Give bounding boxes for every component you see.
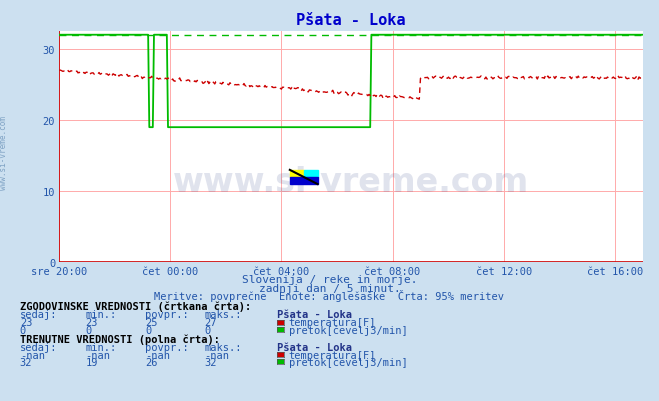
Text: 0: 0	[86, 325, 92, 335]
Title: Pšata - Loka: Pšata - Loka	[296, 13, 406, 28]
Text: temperatura[F]: temperatura[F]	[289, 350, 376, 360]
Text: povpr.:: povpr.:	[145, 310, 188, 320]
Text: temperatura[F]: temperatura[F]	[289, 318, 376, 328]
Text: 32: 32	[204, 357, 217, 367]
Text: -nan: -nan	[145, 350, 170, 360]
Text: 27: 27	[204, 318, 217, 328]
Bar	[290, 178, 318, 184]
Text: -nan: -nan	[20, 350, 45, 360]
Text: ZGODOVINSKE VREDNOSTI (črtkana črta):: ZGODOVINSKE VREDNOSTI (črtkana črta):	[20, 301, 251, 312]
Text: 26: 26	[145, 357, 158, 367]
Text: 23: 23	[86, 318, 98, 328]
Text: 0: 0	[204, 325, 210, 335]
Text: TRENUTNE VREDNOSTI (polna črta):: TRENUTNE VREDNOSTI (polna črta):	[20, 333, 219, 344]
Text: min.:: min.:	[86, 310, 117, 320]
Text: 0: 0	[145, 325, 151, 335]
Text: Pšata - Loka: Pšata - Loka	[277, 342, 352, 352]
Text: sedaj:: sedaj:	[20, 310, 57, 320]
Text: Slovenija / reke in morje.: Slovenija / reke in morje.	[242, 275, 417, 285]
Text: www.si-vreme.com: www.si-vreme.com	[173, 166, 529, 198]
Text: 32: 32	[20, 357, 32, 367]
Bar	[304, 170, 318, 178]
Text: www.si-vreme.com: www.si-vreme.com	[0, 115, 8, 189]
Text: povpr.:: povpr.:	[145, 342, 188, 352]
Text: pretok[čevelj3/min]: pretok[čevelj3/min]	[289, 324, 407, 335]
Text: zadnji dan / 5 minut.: zadnji dan / 5 minut.	[258, 283, 401, 293]
Text: sedaj:: sedaj:	[20, 342, 57, 352]
Text: maks.:: maks.:	[204, 310, 242, 320]
Text: Meritve: povprečne  Enote: anglešaške  Črta: 95% meritev: Meritve: povprečne Enote: anglešaške Črt…	[154, 290, 505, 302]
Text: maks.:: maks.:	[204, 342, 242, 352]
Text: 19: 19	[86, 357, 98, 367]
Text: 25: 25	[145, 318, 158, 328]
Text: Pšata - Loka: Pšata - Loka	[277, 310, 352, 320]
Text: -nan: -nan	[204, 350, 229, 360]
Text: -nan: -nan	[86, 350, 111, 360]
Text: 23: 23	[20, 318, 32, 328]
Text: 0: 0	[20, 325, 26, 335]
Text: min.:: min.:	[86, 342, 117, 352]
Bar	[290, 170, 304, 178]
Text: pretok[čevelj3/min]: pretok[čevelj3/min]	[289, 356, 407, 367]
